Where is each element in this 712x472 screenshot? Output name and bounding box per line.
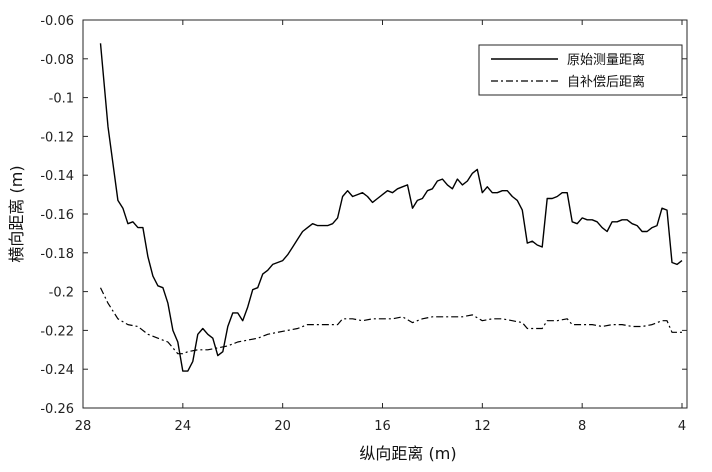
y-tick-label: -0.26 <box>40 402 74 417</box>
x-tick-label: 4 <box>678 419 686 434</box>
y-axis-title: 横向距离 (m) <box>7 165 26 262</box>
y-tick-label: -0.22 <box>40 324 74 339</box>
x-tick-label: 24 <box>175 419 192 434</box>
y-tick-label: -0.24 <box>40 363 74 378</box>
x-axis-title: 纵向距离 (m) <box>359 444 456 463</box>
x-tick-label: 16 <box>374 419 391 434</box>
legend: 原始测量距离 自补偿后距离 <box>478 44 683 96</box>
x-tick-label: 8 <box>578 419 586 434</box>
x-tick-label: 28 <box>75 419 92 434</box>
y-tick-label: -0.08 <box>40 53 74 68</box>
x-axis: 28 24 20 16 12 8 4 <box>75 20 686 434</box>
plot-area: -0.06 -0.08 -0.1 -0.12 -0.14 -0.16 -0.18 -0.2 -0… <box>40 14 688 434</box>
y-axis: -0.06 -0.08 -0.1 -0.12 -0.14 -0.16 -0.18 -0.2 -0… <box>40 14 687 417</box>
y-tick-label: -0.12 <box>40 130 74 145</box>
y-tick-label: -0.14 <box>40 169 74 184</box>
x-tick-label: 20 <box>274 419 291 434</box>
y-tick-label: -0.2 <box>49 286 74 301</box>
legend-box <box>478 44 683 96</box>
series-layer <box>99 43 683 372</box>
y-tick-label: -0.06 <box>40 14 74 29</box>
y-tick-label: -0.18 <box>40 247 74 262</box>
x-tick-label: 12 <box>474 419 491 434</box>
series-line-raw <box>99 43 683 372</box>
legend-label-raw: 原始测量距离 <box>567 52 645 68</box>
y-tick-label: -0.16 <box>40 208 74 223</box>
legend-label-compensated: 自补偿后距离 <box>567 74 645 90</box>
series-line-compensated <box>99 287 682 355</box>
y-tick-label: -0.1 <box>49 92 74 107</box>
